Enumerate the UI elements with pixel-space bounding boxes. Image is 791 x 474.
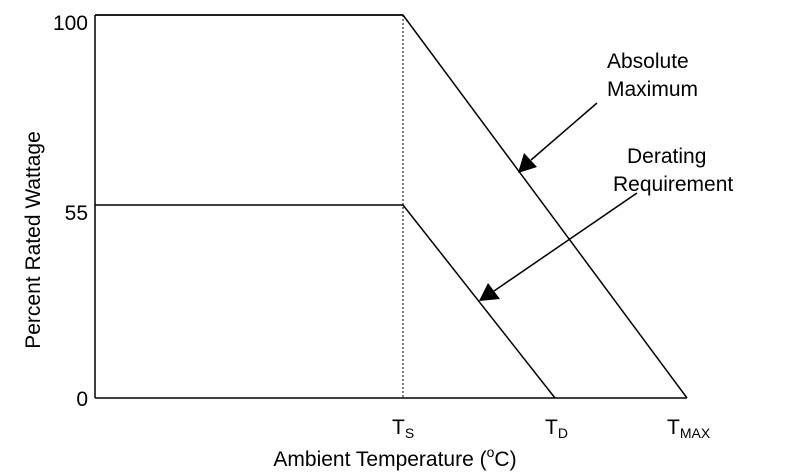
- derating-requirement-label-line2: Requirement: [613, 173, 733, 196]
- absolute-maximum-line: [95, 14, 688, 399]
- absolute-maximum-arrow-shaft: [530, 102, 598, 161]
- derating-requirement-label-line1: Derating: [627, 145, 706, 168]
- x-axis-title: Ambient Temperature (oC): [273, 444, 516, 471]
- x-tick-ts: TS: [392, 416, 414, 441]
- x-tick-tmax: TMAX: [667, 416, 711, 441]
- y-tick-0: 0: [76, 388, 88, 411]
- y-tick-55: 55: [65, 202, 88, 225]
- x-tick-td: TD: [545, 416, 568, 441]
- derating-requirement-line: [95, 204, 556, 399]
- absolute-maximum-label-line1: Absolute: [607, 50, 689, 73]
- y-axis-title: Percent Rated Wattage: [22, 131, 45, 349]
- absolute-maximum-label-line2: Maximum: [607, 78, 698, 101]
- y-tick-100: 100: [53, 12, 88, 35]
- derating-requirement-arrowhead: [479, 283, 500, 301]
- derating-requirement-arrow-shaft: [493, 192, 638, 292]
- absolute-maximum-arrowhead: [518, 153, 537, 173]
